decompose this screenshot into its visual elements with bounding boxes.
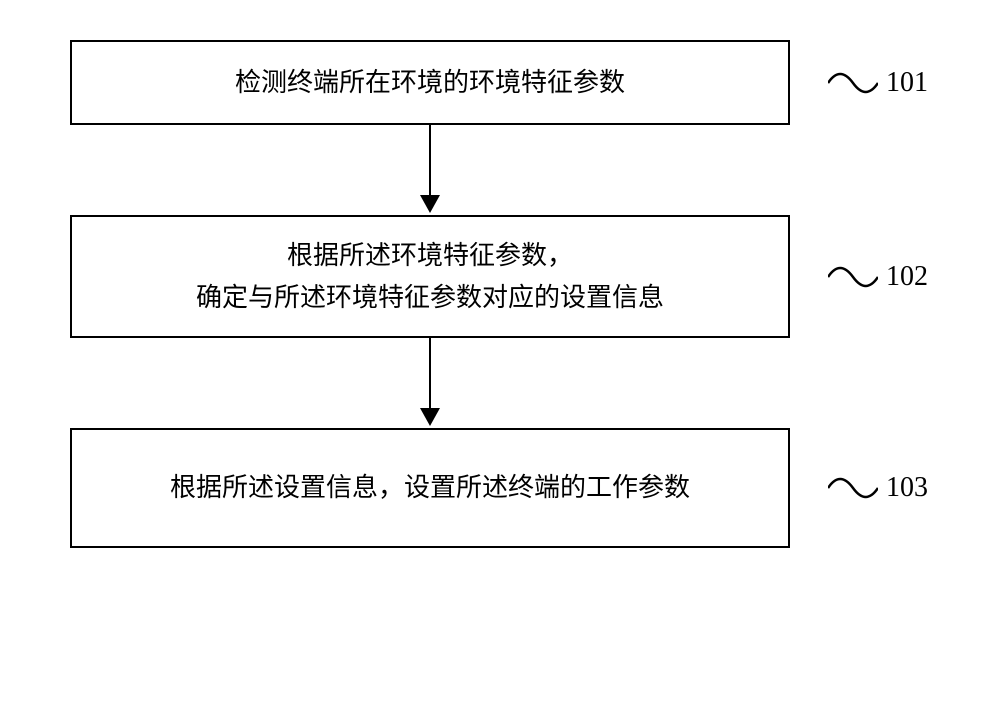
step-1-number: 101 <box>886 67 928 99</box>
step-2-text-line1: 根据所述环境特征参数， <box>287 241 573 270</box>
flow-step-3: 根据所述设置信息，设置所述终端的工作参数 103 <box>70 428 790 548</box>
step-2-number: 102 <box>886 261 928 293</box>
wave-connector-icon <box>828 63 878 103</box>
wave-connector-icon <box>828 468 878 508</box>
flow-arrow-1 <box>70 125 790 215</box>
step-2-text-line2: 确定与所述环境特征参数对应的设置信息 <box>196 283 664 312</box>
arrow-line-icon <box>429 338 431 410</box>
step-2-text: 根据所述环境特征参数， 确定与所述环境特征参数对应的设置信息 <box>196 235 664 318</box>
arrow-head-icon <box>420 195 440 213</box>
step-3-label-group: 103 <box>828 468 928 508</box>
step-1-label-group: 101 <box>828 63 928 103</box>
step-3-number: 103 <box>886 472 928 504</box>
flow-step-1: 检测终端所在环境的环境特征参数 101 <box>70 40 790 125</box>
flowchart-container: 检测终端所在环境的环境特征参数 101 根据所述环境特征参数， 确定与所述环境特… <box>70 40 930 548</box>
flow-arrow-2 <box>70 338 790 428</box>
step-1-text: 检测终端所在环境的环境特征参数 <box>235 62 625 104</box>
arrow-head-icon <box>420 408 440 426</box>
step-3-text: 根据所述设置信息，设置所述终端的工作参数 <box>170 467 690 509</box>
flow-step-2: 根据所述环境特征参数， 确定与所述环境特征参数对应的设置信息 102 <box>70 215 790 338</box>
wave-connector-icon <box>828 257 878 297</box>
step-2-label-group: 102 <box>828 257 928 297</box>
arrow-line-icon <box>429 125 431 197</box>
